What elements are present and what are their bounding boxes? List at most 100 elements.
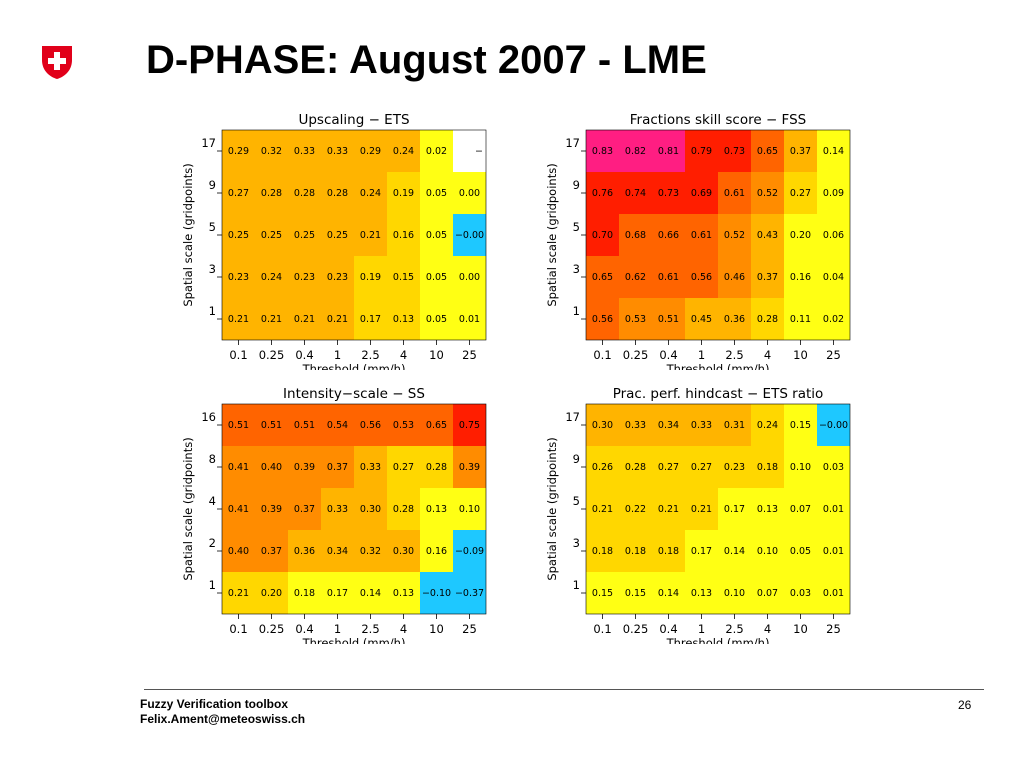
- chart-title: Fractions skill score − FSS: [630, 112, 806, 128]
- y-axis-label: Spatial scale (gridpoints): [181, 437, 195, 580]
- x-tick-label: 10: [429, 348, 444, 362]
- cell-value-label: 0.30: [360, 504, 381, 515]
- y-tick-label: 4: [209, 494, 216, 508]
- heatmap-cell: [387, 530, 420, 572]
- cell-value-label: −0.10: [422, 588, 451, 599]
- heatmap-cell: [817, 214, 850, 256]
- cell-value-label: 0.31: [724, 420, 745, 431]
- cell-value-label: 0.36: [724, 314, 745, 325]
- heatmap-cell: [652, 214, 685, 256]
- x-tick-label: 0.25: [623, 348, 649, 362]
- y-axis-label: Spatial scale (gridpoints): [181, 163, 195, 306]
- heatmap-cell: [321, 130, 354, 172]
- heatmap-cell: [387, 256, 420, 298]
- y-tick-label: 17: [565, 410, 580, 424]
- heatmap-cell: [321, 572, 354, 614]
- x-tick-label: 4: [400, 622, 407, 636]
- cell-value-label: 0.52: [757, 188, 778, 199]
- cell-value-label: −0.00: [455, 230, 484, 241]
- cell-value-label: 0.19: [393, 188, 414, 199]
- heatmap-cell: [685, 214, 718, 256]
- cell-value-label: 0.28: [294, 188, 315, 199]
- heatmap-cell: [586, 298, 619, 340]
- heatmap-cell: [784, 130, 817, 172]
- cell-value-label: 0.36: [294, 546, 315, 557]
- cell-value-label: 0.16: [426, 546, 447, 557]
- cell-value-label: 0.27: [658, 462, 679, 473]
- heatmap-cell: [255, 298, 288, 340]
- cell-value-label: 0.17: [724, 504, 745, 515]
- cell-value-label: 0.18: [757, 462, 778, 473]
- heatmap-cell: [817, 256, 850, 298]
- x-axis-label: Threshold (mm/h): [302, 636, 406, 644]
- cell-value-label: 0.13: [757, 504, 778, 515]
- cell-value-label: 0.41: [228, 504, 249, 515]
- heatmap-cell: [619, 446, 652, 488]
- y-tick-label: 9: [573, 178, 580, 192]
- heatmap-cell: [321, 256, 354, 298]
- cell-value-label: 0.39: [459, 462, 480, 473]
- cell-value-label: 0.33: [360, 462, 381, 473]
- x-tick-label: 0.1: [229, 622, 247, 636]
- cell-value-label: 0.39: [261, 504, 282, 515]
- cell-value-label: 0.51: [294, 420, 315, 431]
- heatmap-cell: [586, 530, 619, 572]
- heatmap-cell: [453, 488, 486, 530]
- cell-value-label: 0.23: [228, 272, 249, 283]
- heatmap-svg: Prac. perf. hindcast − ETS ratio 0.30 0.33…: [545, 386, 851, 644]
- cell-value-label: 0.28: [426, 462, 447, 473]
- cell-value-label: 0.27: [393, 462, 414, 473]
- cell-value-label: 0.25: [327, 230, 348, 241]
- x-tick-label: 4: [764, 348, 771, 362]
- heatmap-cell: [751, 172, 784, 214]
- cell-value-label: 0.21: [294, 314, 315, 325]
- heatmap-svg: Fractions skill score − FSS 0.83 0.82 0.81 0…: [545, 112, 851, 370]
- heatmap-cell: [387, 404, 420, 446]
- x-tick-label: 1: [334, 622, 341, 636]
- cell-value-label: 0.16: [790, 272, 811, 283]
- fss-chart: Fractions skill score − FSS 0.83 0.82 0.81 0…: [540, 110, 860, 370]
- cell-value-label: 0.65: [757, 146, 778, 157]
- cell-value-label: 0.15: [625, 588, 646, 599]
- heatmap-cell: [321, 404, 354, 446]
- x-tick-label: 25: [462, 622, 477, 636]
- x-tick-label: 2.5: [361, 622, 379, 636]
- heatmap-cell: [652, 298, 685, 340]
- cell-value-label: 0.21: [360, 230, 381, 241]
- x-tick-label: 4: [400, 348, 407, 362]
- cell-value-label: 0.32: [360, 546, 381, 557]
- x-tick-label: 1: [698, 622, 705, 636]
- heatmap-cell: [420, 298, 453, 340]
- heatmap-cell: [652, 130, 685, 172]
- cell-value-label: 0.07: [757, 588, 778, 599]
- heatmap-cell: [420, 488, 453, 530]
- cell-value-label: 0.19: [360, 272, 381, 283]
- heatmap-cell: [784, 256, 817, 298]
- upscaling-ets-chart: Upscaling − ETS 0.29 0.32 0.33 0.33 0.29 0.24 0…: [176, 110, 496, 370]
- cell-value-label: 0.09: [823, 188, 844, 199]
- cell-value-label: 0.10: [459, 504, 480, 515]
- heatmap-cell: [321, 530, 354, 572]
- x-tick-label: 0.4: [659, 348, 677, 362]
- x-tick-label: 25: [462, 348, 477, 362]
- heatmap-cell: [817, 572, 850, 614]
- heatmap-cell: [387, 214, 420, 256]
- cell-value-label: 0.07: [790, 504, 811, 515]
- heatmap-cell: [255, 404, 288, 446]
- cell-value-label: 0.75: [459, 420, 480, 431]
- cell-value-label: 0.34: [658, 420, 679, 431]
- heatmap-cell: [817, 488, 850, 530]
- heatmap-svg: Upscaling − ETS 0.29 0.32 0.33 0.33 0.29 0.24 0…: [181, 112, 487, 370]
- cell-value-label: 0.46: [724, 272, 745, 283]
- cell-value-label: 0.14: [724, 546, 745, 557]
- heatmap-cell: [784, 530, 817, 572]
- cell-value-label: 0.33: [625, 420, 646, 431]
- cell-value-label: 0.05: [426, 230, 447, 241]
- heatmap-cell: [255, 256, 288, 298]
- heatmap-cell: [222, 530, 255, 572]
- heatmap-cell: [751, 298, 784, 340]
- cell-value-label: 0.33: [294, 146, 315, 157]
- x-axis-label: Threshold (mm/h): [666, 362, 770, 370]
- heatmap-cell: [387, 172, 420, 214]
- cell-value-label: 0.13: [393, 314, 414, 325]
